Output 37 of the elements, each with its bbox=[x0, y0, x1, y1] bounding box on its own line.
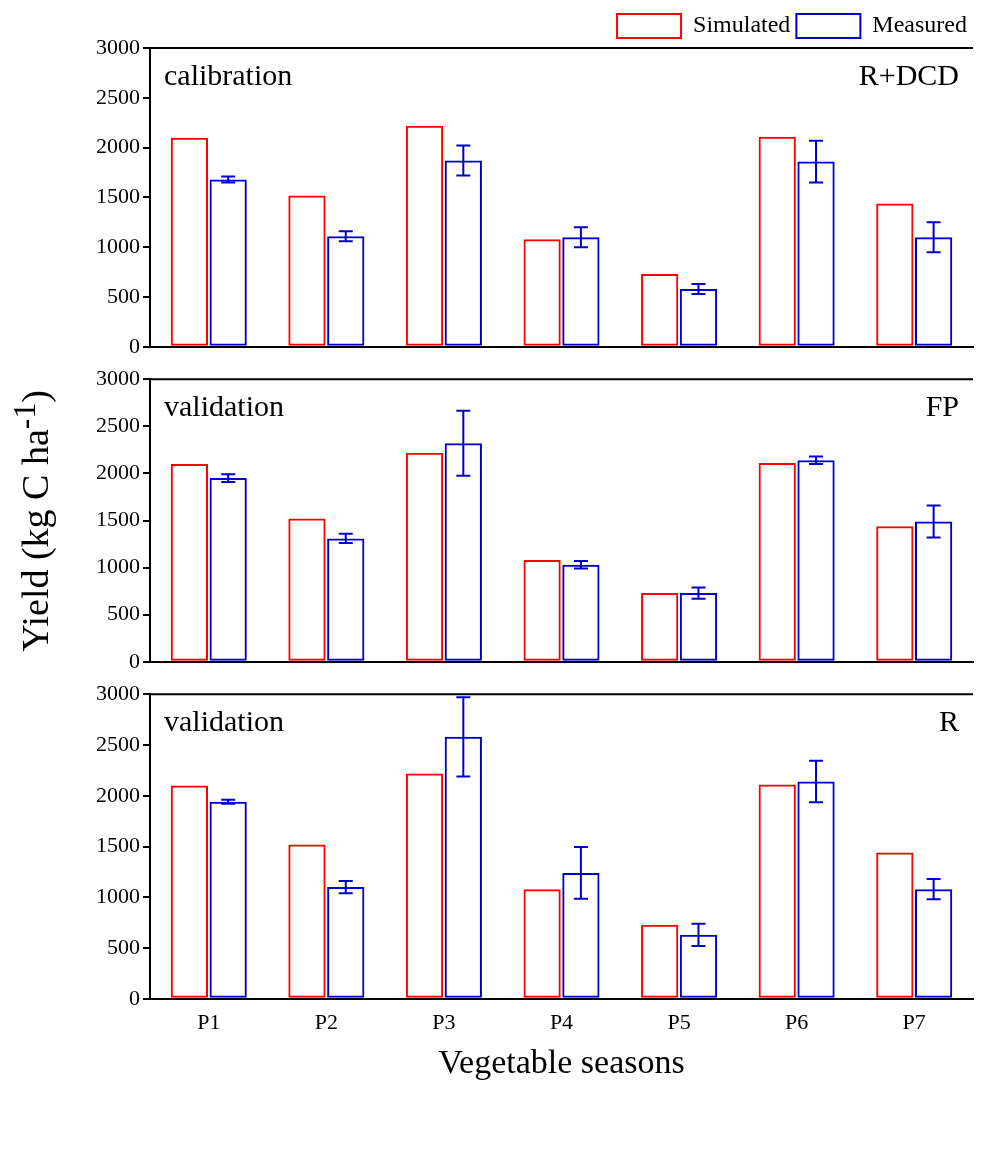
y-tick-label: 500 bbox=[107, 600, 140, 626]
x-tick-label: P1 bbox=[197, 1008, 221, 1034]
y-tick-label: 2500 bbox=[96, 83, 140, 109]
x-tick-label: P4 bbox=[549, 1008, 574, 1034]
annotation: FP bbox=[925, 389, 959, 423]
legend-label: Measured bbox=[872, 11, 968, 38]
annotation: validation bbox=[164, 389, 284, 423]
annotation: R bbox=[938, 704, 959, 738]
y-tick-label: 0 bbox=[129, 647, 140, 673]
y-tick-label: 2000 bbox=[96, 459, 140, 485]
y-tick-label: 500 bbox=[107, 282, 140, 308]
y-tick-label: 1500 bbox=[96, 506, 140, 532]
y-tick-label: 3000 bbox=[96, 679, 140, 705]
y-tick-label: 2500 bbox=[96, 730, 140, 756]
y-tick-label: 0 bbox=[129, 984, 140, 1010]
x-tick-label: P3 bbox=[432, 1008, 456, 1034]
annotation: calibration bbox=[164, 57, 293, 91]
y-tick-label: 1000 bbox=[96, 232, 140, 258]
y-tick-label: 1500 bbox=[96, 832, 140, 858]
y-tick-label: 1500 bbox=[96, 183, 140, 209]
y-tick-label: 1000 bbox=[96, 883, 140, 909]
legend-label: Simulated bbox=[693, 11, 791, 38]
annotation: R+DCD bbox=[858, 57, 959, 91]
y-tick-label: 3000 bbox=[96, 364, 140, 390]
x-tick-label: P6 bbox=[785, 1008, 809, 1034]
y-tick-label: 500 bbox=[107, 933, 140, 959]
y-tick-label: 0 bbox=[129, 332, 140, 358]
x-axis-title: Vegetable seasons bbox=[438, 1042, 685, 1080]
y-tick-label: 2500 bbox=[96, 412, 140, 438]
x-tick-label: P5 bbox=[667, 1008, 691, 1034]
x-tick-label: P7 bbox=[902, 1008, 926, 1034]
y-tick-label: 2000 bbox=[96, 781, 140, 807]
y-tick-label: 1000 bbox=[96, 553, 140, 579]
x-tick-label: P2 bbox=[314, 1008, 338, 1034]
annotation: validation bbox=[164, 704, 284, 738]
y-tick-label: 2000 bbox=[96, 133, 140, 159]
y-tick-label: 3000 bbox=[96, 33, 140, 59]
